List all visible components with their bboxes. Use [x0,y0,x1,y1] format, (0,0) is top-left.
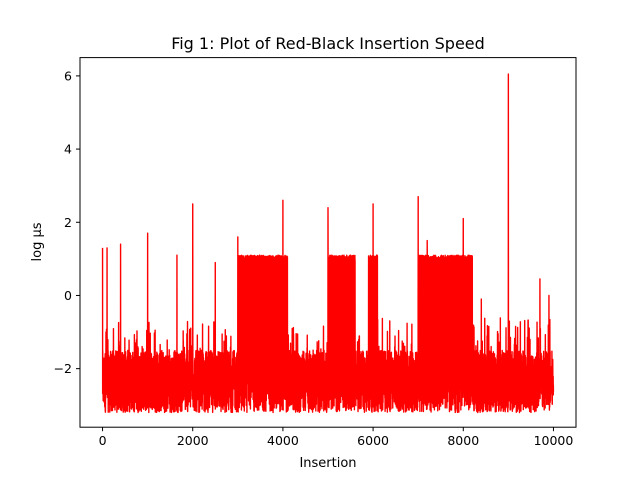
chart-title: Fig 1: Plot of Red-Black Insertion Speed [171,34,485,53]
x-tick-label: 4000 [267,433,299,448]
x-tick-label: 0 [99,433,107,448]
x-axis: 0 2000 4000 6000 8000 10000 [99,427,574,448]
plot-area [101,73,555,414]
x-axis-label: Insertion [299,456,356,471]
y-tick-label: 4 [64,142,72,157]
x-tick-label: 8000 [447,433,479,448]
y-tick-label: 6 [64,68,72,83]
y-tick-label: 0 [64,288,72,303]
y-axis-label: log µs [30,222,45,261]
y-axis: −2 0 2 4 6 [54,68,80,376]
y-tick-label: 2 [64,215,72,230]
plot-frame [79,57,577,428]
series-line [101,73,555,414]
x-tick-label: 6000 [357,433,389,448]
x-tick-label: 2000 [177,433,209,448]
y-tick-label: −2 [54,361,72,376]
x-tick-label: 10000 [534,433,574,448]
